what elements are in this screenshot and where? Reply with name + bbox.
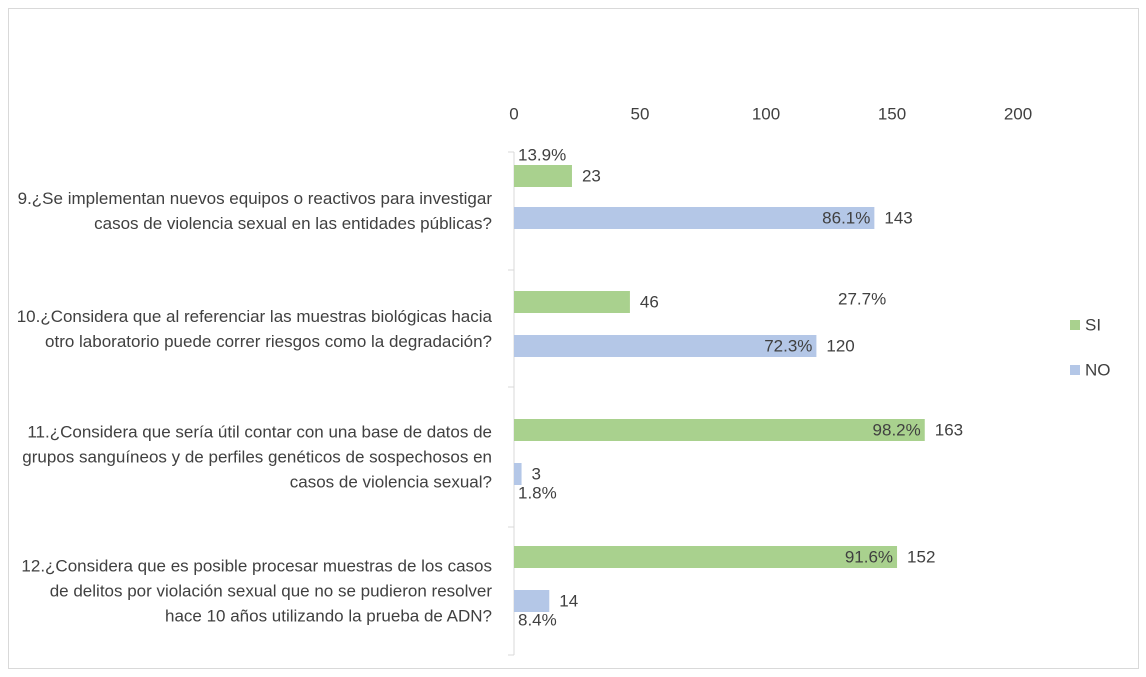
x-tick-label: 200 [1004,104,1032,123]
value-label: 46 [640,292,659,311]
percent-label: 8.4% [518,610,557,629]
percent-label: 91.6% [845,547,893,566]
category-label: 9.¿Se implementan nuevos equipos o react… [17,189,492,233]
bar [514,207,875,229]
x-tick-label: 0 [509,104,518,123]
bar [514,335,817,357]
legend-label: NO [1085,360,1111,379]
category-label: 12.¿Considera que es posible procesar mu… [21,556,492,626]
x-tick-label: 50 [631,104,650,123]
category-label: 10.¿Considera que al referenciar las mue… [16,306,492,351]
legend-swatch [1070,320,1080,330]
percent-label: 27.7% [838,289,886,308]
x-tick-label: 150 [878,104,906,123]
percent-label: 72.3% [764,336,812,355]
bar [514,291,630,313]
bar [514,463,522,485]
value-label: 143 [884,208,912,227]
bar [514,419,925,441]
value-label: 14 [559,591,578,610]
value-label: 3 [532,464,541,483]
value-label: 163 [935,420,963,439]
bar [514,546,898,568]
percent-label: 1.8% [518,483,557,502]
value-label: 152 [907,547,935,566]
x-tick-label: 100 [752,104,780,123]
percent-label: 98.2% [873,420,921,439]
percent-label: 13.9% [518,145,566,164]
value-label: 120 [826,336,854,355]
bar [514,165,572,187]
legend-swatch [1070,365,1080,375]
percent-label: 86.1% [822,208,870,227]
legend-label: SI [1085,315,1101,334]
category-label: 11.¿Considera que sería útil contar con … [22,422,492,492]
value-label: 23 [582,166,601,185]
bar [514,590,550,612]
